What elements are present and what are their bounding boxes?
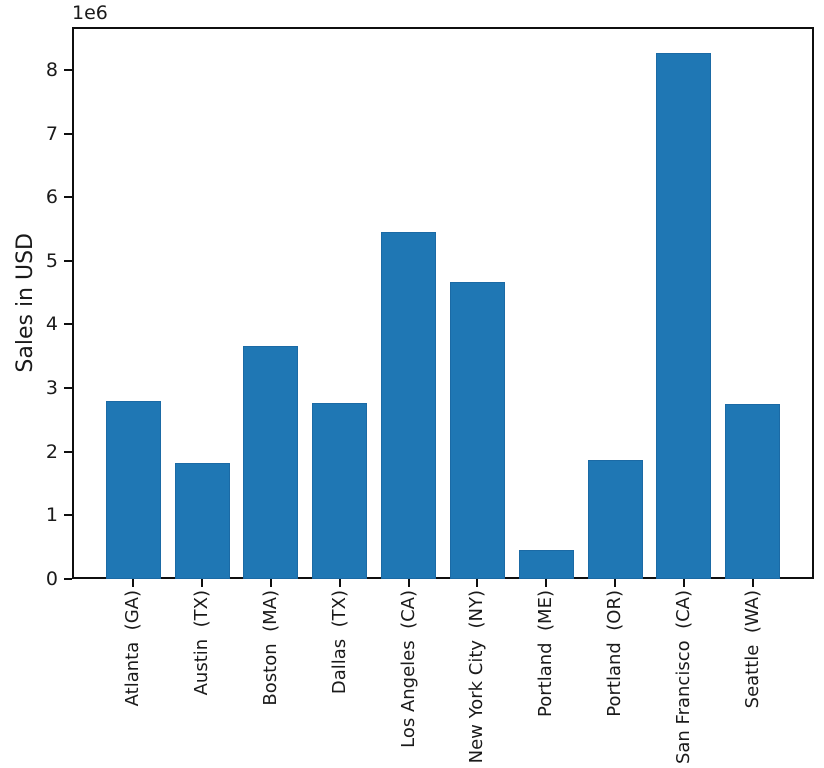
x-tick-label-text: Dallas (TX) (328, 590, 350, 695)
x-tick-label-text: Seattle (WA) (741, 590, 763, 709)
x-tick-label-text: Los Angeles (CA) (397, 590, 419, 748)
axis-offset-label: 1e6 (72, 2, 108, 24)
bar-8 (656, 53, 712, 579)
x-tick-mark (338, 579, 341, 587)
x-tick-label: Los Angeles (CA) (398, 590, 431, 752)
x-tick-label-text: Atlanta (GA) (122, 590, 144, 707)
x-tick-label: New York City (NY) (466, 590, 499, 767)
x-tick-label: Atlanta (GA) (122, 590, 155, 710)
x-tick-label-text: Boston (MA) (259, 590, 281, 706)
y-tick-label: 5 (45, 249, 58, 272)
bar-6 (518, 550, 574, 579)
x-tick-mark (201, 579, 204, 587)
x-tick-label-text: New York City (NY) (466, 590, 488, 764)
x-tick-label: San Francisco (CA) (673, 590, 706, 768)
x-tick-label: Dallas (TX) (329, 590, 362, 698)
bar-4 (381, 232, 437, 579)
x-tick-label-text: San Francisco (CA) (672, 590, 694, 765)
bar-7 (587, 459, 643, 579)
y-tick-mark (64, 68, 72, 71)
y-tick-mark (64, 196, 72, 199)
x-tick-label-text: Portland (OR) (604, 590, 626, 717)
y-tick-mark (64, 132, 72, 135)
x-tick-label: Seattle (WA) (742, 590, 775, 712)
bar-3 (312, 402, 368, 579)
x-tick-label: Austin (TX) (191, 590, 224, 699)
x-tick-mark (132, 579, 135, 587)
x-tick-mark (614, 579, 617, 587)
bar-5 (449, 282, 505, 579)
y-tick-mark (64, 450, 72, 453)
x-tick-label: Boston (MA) (260, 590, 293, 710)
y-tick-mark (64, 259, 72, 262)
y-tick-label: 3 (45, 377, 58, 400)
x-tick-label: Portland (OR) (604, 590, 637, 721)
y-tick-label: 8 (45, 58, 58, 81)
x-tick-label-text: Austin (TX) (191, 590, 213, 696)
y-tick-label: 4 (45, 313, 58, 336)
x-tick-mark (476, 579, 479, 587)
x-tick-mark (751, 579, 754, 587)
y-tick-label: 0 (45, 568, 58, 590)
y-tick-label: 1 (45, 504, 58, 527)
bar-0 (105, 401, 161, 579)
y-tick-label: 6 (45, 186, 58, 209)
y-tick-label: 2 (45, 440, 58, 463)
bar-9 (725, 404, 781, 579)
y-tick-mark (64, 323, 72, 326)
y-tick-mark (64, 514, 72, 517)
bar-1 (174, 463, 230, 579)
y-tick-mark (64, 387, 72, 390)
x-tick-mark (269, 579, 272, 587)
x-tick-mark (545, 579, 548, 587)
x-tick-label-text: Portland (ME) (535, 590, 557, 717)
x-tick-label: Portland (ME) (535, 590, 568, 721)
y-axis-label: Sales in USD (10, 27, 40, 579)
x-tick-mark (682, 579, 685, 587)
x-tick-mark (407, 579, 410, 587)
y-tick-mark (64, 578, 72, 580)
y-tick-label: 7 (45, 122, 58, 145)
bar-2 (243, 346, 299, 579)
